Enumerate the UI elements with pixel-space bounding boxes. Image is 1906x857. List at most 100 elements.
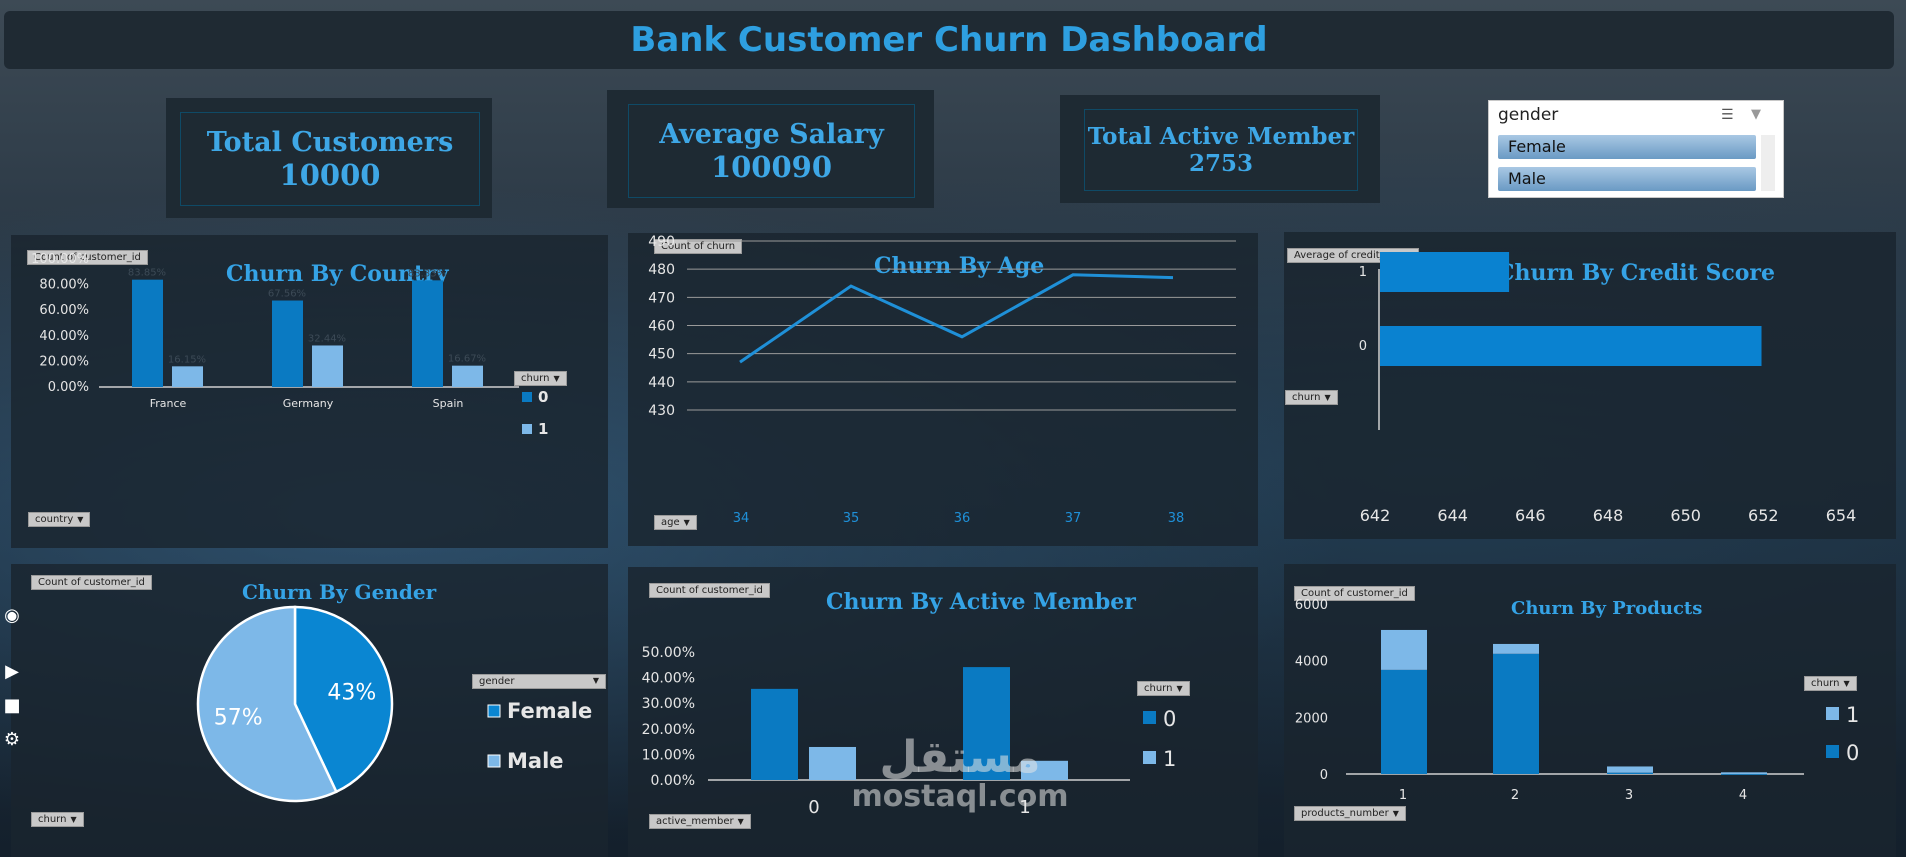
x-tick-label: France	[150, 397, 187, 410]
y-tick-label: 40.00%	[39, 329, 89, 344]
bar-segment	[1381, 629, 1427, 670]
video-icon[interactable]: ▶	[5, 661, 19, 682]
kpi-label: Total Customers	[206, 126, 454, 158]
series-line	[739, 273, 1174, 364]
slicer-item-female[interactable]: Female	[1498, 135, 1756, 159]
x-tick-label: 648	[1593, 506, 1624, 525]
legend-field-tag[interactable]: churn ▼	[1137, 681, 1190, 696]
bar	[751, 688, 798, 780]
x-tick-label: 1	[1019, 797, 1030, 818]
bar-segment	[1493, 643, 1539, 654]
dashboard-title-bar: Bank Customer Churn Dashboard	[4, 11, 1894, 69]
axis-field-tag[interactable]: active_member ▼	[649, 814, 751, 829]
legend-label: 0	[1846, 741, 1859, 765]
axis-field-tag[interactable]: churn ▼	[1285, 390, 1338, 405]
value-field-tag[interactable]: Count of customer_id	[27, 250, 148, 265]
bar	[1380, 252, 1510, 292]
panel-churn-by-credit-score: Average of credit_score Churn By Credit …	[1284, 232, 1896, 539]
y-tick-label: 40.00%	[642, 671, 695, 687]
legend-swatch	[1143, 711, 1156, 724]
dashboard-title: Bank Customer Churn Dashboard	[630, 20, 1268, 60]
y-tick-label: 0.00%	[651, 773, 695, 789]
filter-field-tag[interactable]: churn ▼	[31, 812, 84, 827]
x-tick-label: Germany	[283, 397, 334, 410]
x-tick-label: 650	[1670, 506, 1701, 525]
chart-title: Churn By Active Member	[826, 589, 1136, 615]
legend-label: Male	[507, 749, 564, 773]
camera-icon[interactable]: ◉	[4, 605, 20, 626]
x-tick-label: 642	[1360, 506, 1391, 525]
country-chart-svg: 100.00% 80.00% 60.00% 40.00% 20.00% 0.00% 83.8…	[31, 252, 548, 438]
y-tick-label: 80.00%	[39, 278, 89, 293]
legend-swatch	[1143, 751, 1156, 764]
legend-field-tag[interactable]: gender ▼	[472, 674, 606, 689]
active-chart-svg: 50.00% 40.00% 30.00% 20.00% 10.00% 0.00% 0 1 0 1	[642, 645, 1177, 818]
chart-title: Churn By Age	[874, 253, 1045, 279]
multi-select-icon[interactable]: ☰	[1721, 107, 1734, 123]
legend-swatch	[487, 754, 501, 768]
bar	[412, 280, 443, 387]
bar	[1380, 326, 1762, 366]
y-tick-label: 6000	[1295, 598, 1328, 613]
age-chart-svg: 490 480 470 460 450 440 430 34 35 36 37 38	[648, 234, 1236, 526]
legend-swatch	[1826, 707, 1839, 720]
legend-label: Female	[507, 699, 592, 723]
slicer-scrollbar[interactable]	[1761, 135, 1775, 191]
x-tick-label: Spain	[433, 397, 464, 410]
y-tick-label: 30.00%	[642, 696, 695, 712]
bar	[1021, 760, 1068, 780]
data-label: 83.33%	[408, 268, 446, 279]
y-tick-label: 1	[1359, 265, 1367, 280]
kpi-value: 10000	[279, 157, 381, 192]
bar	[452, 365, 483, 387]
y-tick-label: 470	[648, 290, 675, 306]
legend-field-tag[interactable]: churn ▼	[514, 371, 567, 386]
legend-swatch	[487, 704, 501, 718]
legend-field-tag[interactable]: churn ▼	[1804, 676, 1857, 691]
gear-icon[interactable]: ⚙	[3, 729, 21, 750]
slice-label: 57%	[214, 706, 263, 731]
chart-title: Churn By Products	[1511, 598, 1703, 619]
y-tick-label: 430	[648, 403, 675, 419]
value-field-tag[interactable]: Count of customer_id	[31, 575, 152, 590]
bar	[272, 300, 303, 387]
value-field-tag[interactable]: Count of churn	[654, 239, 743, 254]
legend-swatch	[1826, 745, 1839, 758]
watermark-logo: مستقل	[879, 732, 1041, 783]
legend-swatch	[522, 424, 532, 434]
data-label: 16.67%	[448, 354, 486, 365]
data-label: 32.44%	[308, 333, 346, 344]
clear-filter-icon[interactable]: ▼	[1751, 107, 1761, 122]
kpi-value: 100090	[710, 149, 833, 184]
axis-field-tag[interactable]: products_number ▼	[1294, 806, 1406, 821]
legend-label: 1	[1163, 747, 1176, 771]
legend-label: 0	[538, 388, 548, 406]
kpi-total-customers: Total Customers 10000	[166, 98, 492, 218]
axis-field-tag[interactable]: age ▼	[654, 515, 697, 530]
kpi-label: Average Salary	[659, 118, 884, 150]
folder-icon[interactable]: ■	[3, 695, 21, 716]
slice-label: 43%	[327, 680, 376, 705]
y-tick-label: 490	[648, 234, 675, 250]
axis-field-tag[interactable]: country ▼	[28, 512, 91, 527]
y-tick-label: 50.00%	[642, 645, 695, 661]
value-field-tag[interactable]: Count of customer_id	[649, 583, 770, 598]
legend-label: 1	[1846, 703, 1859, 727]
value-field-tag[interactable]: Count of customer_id	[1294, 586, 1415, 601]
y-tick-label: 2000	[1295, 711, 1328, 726]
slicer-item-male[interactable]: Male	[1498, 167, 1756, 191]
bar	[132, 279, 163, 387]
chart-title: Churn By Credit Score	[1497, 260, 1775, 286]
x-tick-label: 0	[808, 797, 819, 818]
bar-segment	[1607, 766, 1653, 773]
panel-churn-by-gender: Count of customer_id Churn By Gender 43%…	[11, 564, 608, 857]
legend-swatch	[522, 392, 532, 402]
x-tick-label: 2	[1511, 788, 1519, 803]
x-tick-label: 37	[1065, 511, 1082, 526]
x-tick-label: 34	[733, 511, 750, 526]
bar-segment	[1607, 772, 1653, 774]
kpi-total-active-member: Total Active Member 2753	[1060, 95, 1380, 203]
bar-segment	[1721, 774, 1767, 775]
y-tick-label: 440	[648, 375, 675, 391]
x-tick-label: 35	[843, 511, 860, 526]
